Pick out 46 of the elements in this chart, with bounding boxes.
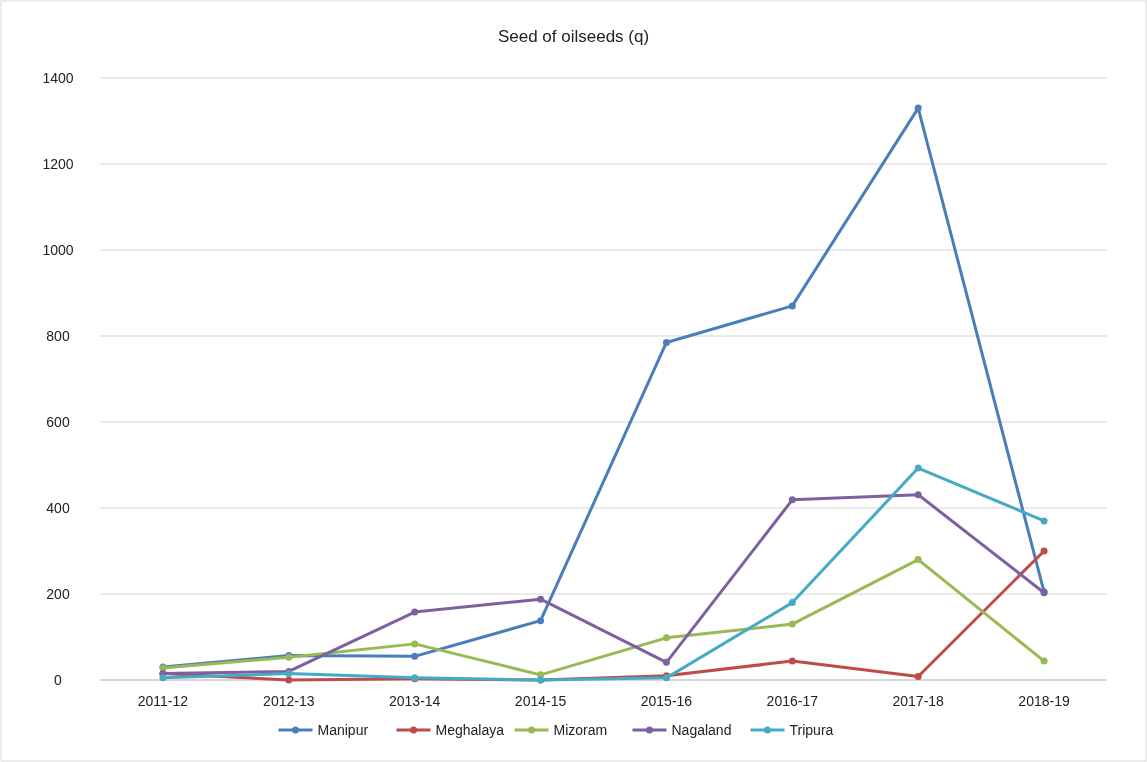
x-tick-label: 2013-14 — [388, 693, 441, 709]
x-tick-label: 2017-18 — [892, 693, 945, 709]
point — [662, 634, 670, 642]
point — [788, 496, 796, 504]
point — [411, 608, 419, 616]
chart-title: Seed of oilseeds (q) — [497, 27, 650, 46]
point — [159, 674, 167, 682]
point — [914, 491, 922, 499]
y-tick-label: 1400 — [42, 69, 74, 86]
x-tick-label: 2011-12 — [137, 693, 189, 709]
legend-label: Manipur — [317, 721, 369, 738]
x-tick-label: 2016-17 — [766, 693, 819, 709]
legend-label: Nagaland — [671, 721, 732, 738]
point — [1040, 517, 1048, 525]
legend-label: Mizoram — [553, 721, 608, 738]
point — [1040, 657, 1048, 665]
point — [537, 595, 545, 603]
y-tick-label: 400 — [46, 499, 70, 516]
point — [788, 302, 796, 310]
point — [411, 652, 419, 660]
point — [914, 464, 922, 472]
x-tick-label: 2018-19 — [1018, 693, 1070, 709]
y-tick-label: 0 — [54, 671, 63, 688]
point — [285, 676, 293, 684]
point — [411, 640, 419, 648]
point — [662, 658, 670, 666]
y-tick-label: 1000 — [42, 241, 74, 258]
y-tick-label: 600 — [46, 413, 70, 430]
point — [788, 599, 796, 607]
point — [788, 657, 796, 665]
y-tick-label: 200 — [46, 585, 70, 602]
point — [788, 620, 796, 628]
y-tick-label: 800 — [46, 327, 70, 344]
point — [537, 617, 545, 625]
point — [662, 338, 670, 346]
point — [914, 673, 922, 681]
point — [537, 671, 545, 679]
point — [1040, 547, 1048, 555]
point — [914, 104, 922, 112]
x-tick-label: 2014-15 — [514, 693, 567, 709]
point — [914, 556, 922, 564]
legend-label: Meghalaya — [435, 721, 505, 738]
y-tick-label: 1200 — [42, 155, 74, 172]
legend-label: Tripura — [789, 721, 834, 738]
x-tick-label: 2012-13 — [263, 693, 315, 709]
x-tick-label: 2015-16 — [640, 693, 693, 709]
